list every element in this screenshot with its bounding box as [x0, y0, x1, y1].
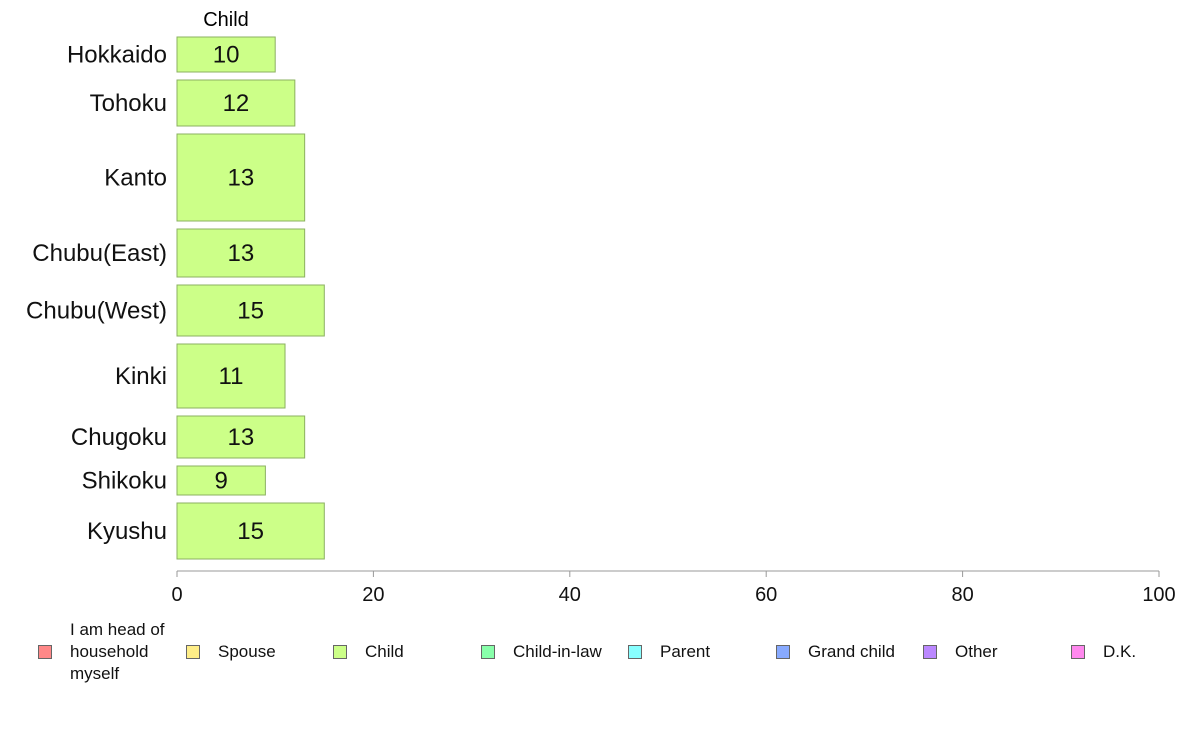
legend-label: I am head of household myself [70, 620, 165, 683]
x-tick-label: 60 [755, 584, 777, 606]
bar-value-label: 10 [213, 42, 240, 69]
legend-swatch [923, 645, 937, 659]
legend-swatch [481, 645, 495, 659]
legend-item: Child-in-law [481, 620, 602, 684]
bar-kinki [176, 343, 286, 409]
bar-chubu-east [176, 228, 306, 278]
legend-swatch [1071, 645, 1085, 659]
category-label: Chubu(West) [26, 298, 167, 325]
category-label: Hokkaido [67, 42, 167, 69]
category-label: Chugoku [71, 424, 167, 451]
legend-item: Parent [628, 620, 710, 684]
bar-value-label: 11 [219, 363, 244, 390]
category-label: Kyushu [87, 518, 167, 545]
bar-chubu-west [176, 284, 325, 337]
legend-swatch [333, 645, 347, 659]
legend-item: I am head of household myself [38, 620, 180, 684]
category-label: Kinki [115, 363, 167, 390]
legend-label: Spouse [218, 642, 276, 661]
legend-label: Grand child [808, 642, 895, 661]
x-tick-label: 80 [951, 584, 973, 606]
x-tick-label: 0 [171, 584, 182, 606]
category-label: Chubu(East) [32, 240, 167, 267]
bar-value-label: 13 [227, 240, 254, 267]
bar-kanto [176, 133, 306, 222]
legend-swatch [186, 645, 200, 659]
bar-kyushu [176, 502, 325, 560]
bar-value-label: 12 [223, 90, 250, 117]
legend-item: D.K. [1071, 620, 1136, 684]
bar-value-label: 13 [227, 424, 254, 451]
legend-swatch [776, 645, 790, 659]
category-label: Shikoku [82, 468, 167, 495]
x-tick-label: 100 [1142, 584, 1175, 606]
x-tick-label: 40 [559, 584, 581, 606]
category-label: Kanto [104, 165, 167, 192]
bar-value-label: 15 [237, 518, 264, 545]
bar-tohoku [176, 79, 296, 127]
bar-chugoku [176, 415, 306, 459]
category-label: Tohoku [90, 90, 167, 117]
legend: I am head of household myself Spouse Child… [38, 620, 1188, 690]
bar-value-label: 15 [237, 298, 264, 325]
legend-label: Other [955, 642, 998, 661]
legend-item: Other [923, 620, 998, 684]
bar-value-label: 13 [227, 165, 254, 192]
legend-label: Parent [660, 642, 711, 661]
bar-value-label: 9 [215, 468, 228, 495]
legend-label: D.K. [1103, 642, 1137, 661]
legend-item: Child [333, 620, 404, 684]
legend-label: Child-in-law [513, 642, 602, 661]
column-header: Child [203, 9, 249, 31]
legend-swatch [38, 645, 52, 659]
legend-label: Child [365, 642, 404, 661]
bar-hokkaido [176, 36, 276, 73]
legend-item: Grand child [776, 620, 895, 684]
legend-item: Spouse [186, 620, 276, 684]
legend-swatch [628, 645, 642, 659]
x-tick-label: 20 [362, 584, 384, 606]
bar-shikoku [176, 465, 266, 496]
